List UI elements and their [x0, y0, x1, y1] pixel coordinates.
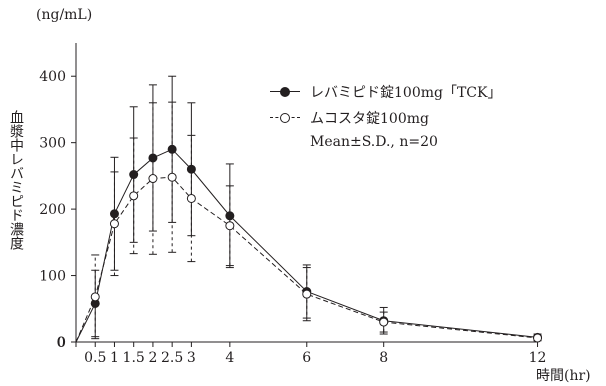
- legend-note: Mean±S.D., n=20: [310, 134, 438, 150]
- data-point-mucosta: [148, 174, 158, 184]
- x-tick-label: 2: [148, 350, 157, 366]
- axes-layer: [71, 43, 539, 347]
- x-tick-label: 12: [529, 350, 547, 366]
- x-tick-label: 3: [187, 350, 196, 366]
- x-tick-label: 0.5: [84, 350, 106, 366]
- x-axis-title: 時間(hr): [536, 368, 591, 384]
- data-point-tck: [129, 170, 139, 180]
- legend-label-mucosta: ムコスタ錠100mg: [310, 111, 429, 127]
- y-unit-label: (ng/mL): [36, 7, 93, 23]
- open-circle-icon: [280, 113, 290, 123]
- data-point-mucosta: [379, 317, 389, 327]
- data-point-mucosta: [186, 193, 196, 203]
- data-point-tck: [225, 211, 235, 221]
- data-point-tck: [148, 153, 158, 163]
- y-axis-title: 血漿中レバミピド濃度: [8, 110, 24, 250]
- y-tick-label: 400: [39, 69, 66, 85]
- data-point-tck: [109, 209, 119, 219]
- x-tick-label: 1.5: [123, 350, 145, 366]
- x-tick-label: 4: [225, 350, 234, 366]
- data-point-mucosta: [167, 172, 177, 182]
- y-tick-label: 100: [39, 269, 66, 285]
- series-markers-layer: [90, 144, 543, 343]
- legend-label-tck: レバミピド錠100mg「TCK」: [310, 85, 502, 101]
- x-tick-label: 2.5: [161, 350, 183, 366]
- x-tick-label: 0: [57, 335, 66, 351]
- x-tick-label: 6: [302, 350, 311, 366]
- data-point-mucosta: [225, 221, 235, 231]
- y-tick-label: 300: [39, 136, 66, 152]
- data-point-mucosta: [302, 289, 312, 299]
- data-point-tck: [167, 144, 177, 154]
- data-point-mucosta: [129, 191, 139, 201]
- data-point-mucosta: [533, 333, 543, 343]
- x-tick-label: 1: [110, 350, 119, 366]
- data-point-tck: [186, 164, 196, 174]
- filled-circle-icon: [280, 87, 290, 97]
- data-point-mucosta: [109, 219, 119, 229]
- y-tick-label: 200: [39, 202, 66, 218]
- y-tick-label: 0: [57, 335, 66, 351]
- data-point-mucosta: [90, 292, 100, 302]
- x-tick-label: 8: [379, 350, 388, 366]
